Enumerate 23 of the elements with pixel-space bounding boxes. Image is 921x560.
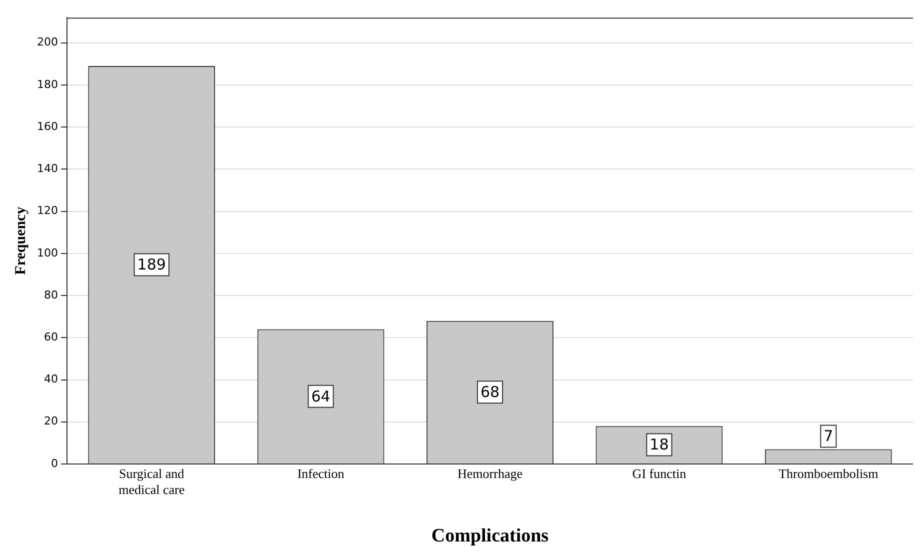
y-tick-label: 20 bbox=[44, 414, 58, 428]
data-label: 7 bbox=[824, 427, 834, 446]
data-label: 189 bbox=[137, 256, 166, 274]
x-axis-title: Complications bbox=[431, 526, 549, 547]
y-tick-label: 180 bbox=[36, 78, 58, 91]
data-label: 68 bbox=[480, 383, 500, 402]
x-tick-label: Hemorrhage bbox=[458, 466, 523, 482]
x-tick-label: Thromboembolism bbox=[778, 466, 878, 482]
y-tick-label: 120 bbox=[36, 204, 58, 218]
y-tick-label: 200 bbox=[36, 36, 58, 49]
y-tick-label: 0 bbox=[50, 456, 58, 470]
y-axis-title: Frequency bbox=[12, 206, 29, 275]
x-tick-label: Infection bbox=[297, 466, 345, 482]
y-tick-label: 80 bbox=[44, 288, 58, 302]
y-tick-label: 140 bbox=[36, 162, 58, 176]
y-tick-label: 60 bbox=[44, 330, 58, 344]
data-label: 18 bbox=[650, 436, 669, 454]
data-label: 64 bbox=[311, 387, 330, 406]
x-tick-label: GI functin bbox=[632, 466, 687, 482]
x-tick-label: Surgical and medical care bbox=[118, 466, 185, 497]
y-tick-label: 100 bbox=[36, 246, 58, 260]
y-tick-label: 160 bbox=[36, 120, 58, 133]
y-tick-label: 40 bbox=[44, 372, 58, 386]
